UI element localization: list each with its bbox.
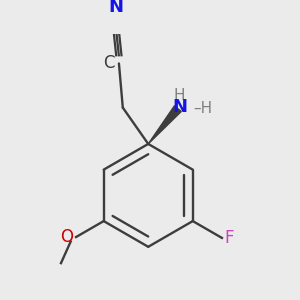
- Text: C: C: [103, 54, 115, 72]
- Text: H: H: [174, 88, 185, 103]
- Text: N: N: [172, 98, 187, 116]
- Polygon shape: [148, 106, 181, 144]
- Text: F: F: [225, 229, 234, 247]
- Text: –H: –H: [193, 101, 212, 116]
- Text: N: N: [108, 0, 123, 16]
- Text: O: O: [60, 228, 74, 246]
